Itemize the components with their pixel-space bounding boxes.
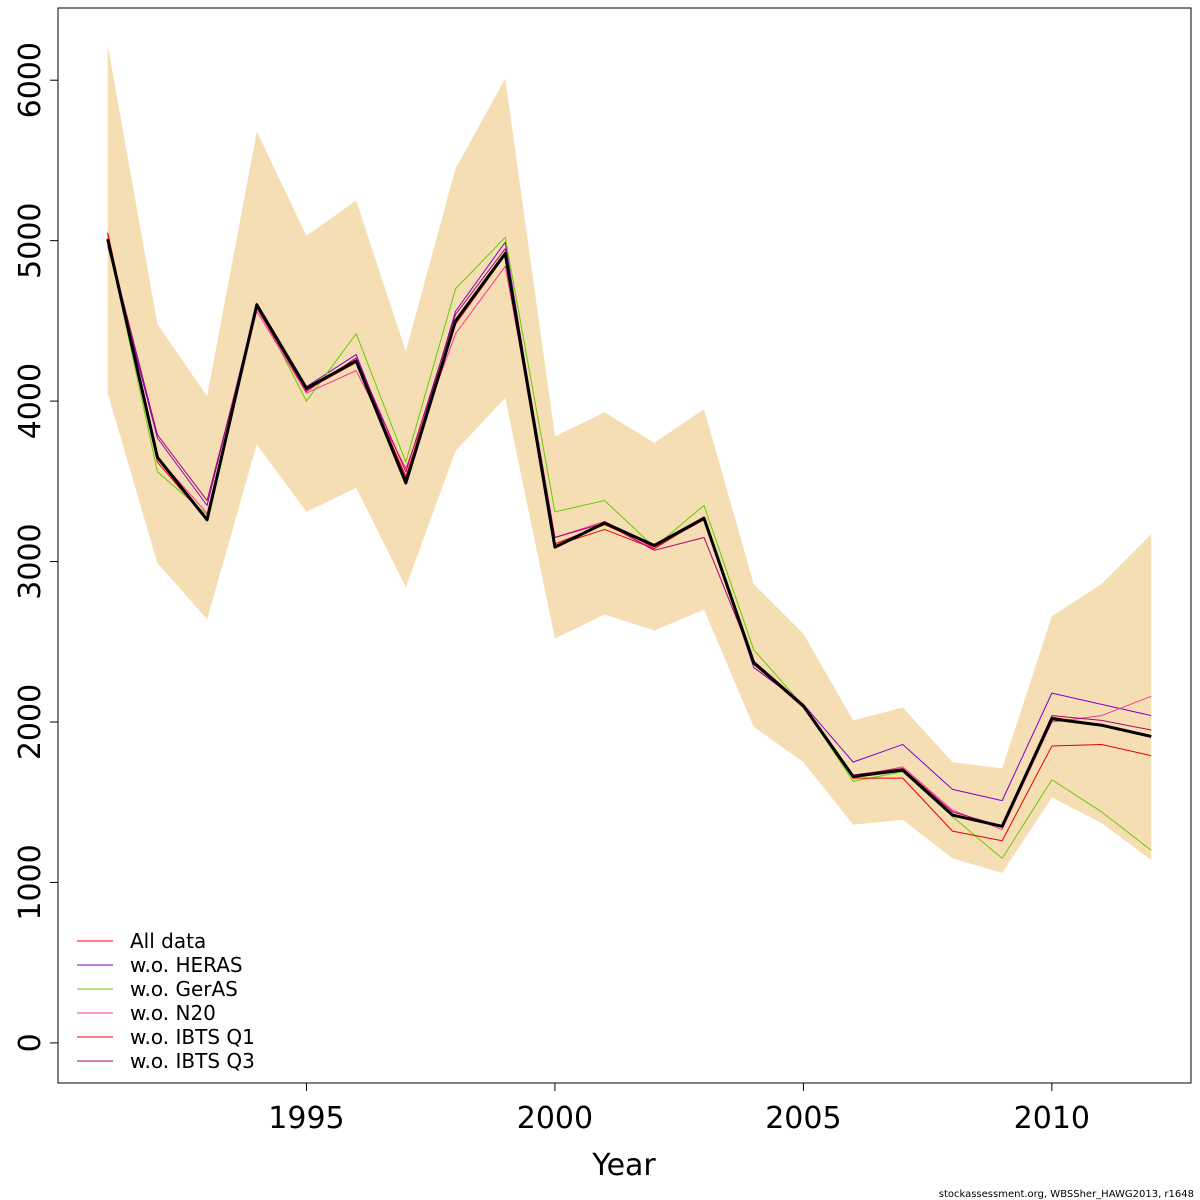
legend-label: w.o. IBTS Q3 [130,1049,255,1073]
x-axis-title: Year [591,1148,656,1183]
legend-label: w.o. IBTS Q1 [130,1025,255,1049]
x-tick-label: 2005 [765,1101,841,1136]
y-tick-label: 4000 [13,363,48,439]
legend-label: All data [130,929,206,953]
legend-label: w.o. N20 [130,1001,216,1025]
y-tick-label: 2000 [13,684,48,760]
series-line-main-estimate [106,238,1152,828]
x-tick-label: 2010 [1014,1101,1090,1136]
series-line-w-o-ibts-q3 [107,240,1152,827]
x-tick-label: 1995 [268,1101,344,1136]
series-lines-layer [106,232,1152,859]
x-tick-label: 2000 [517,1101,593,1136]
y-tick-label: 3000 [13,523,48,599]
y-axis: 0 1000 2000 3000 4000 5000 6000 [13,42,58,1052]
credit-text: stockassessment.org, WBSSher_HAWG2013, r… [939,1189,1194,1200]
y-tick-label: 0 [13,1033,48,1052]
plot-frame [57,7,1192,1084]
y-tick-label: 6000 [13,42,48,118]
confidence-band-layer [107,44,1152,873]
x-axis: 1995 2000 2005 2010 [268,1083,1090,1136]
confidence-band [107,44,1152,873]
y-tick-label: 5000 [13,202,48,278]
legend-label: w.o. GerAS [130,977,238,1001]
legend-label: w.o. HERAS [130,953,243,977]
y-tick-label: 1000 [13,844,48,920]
